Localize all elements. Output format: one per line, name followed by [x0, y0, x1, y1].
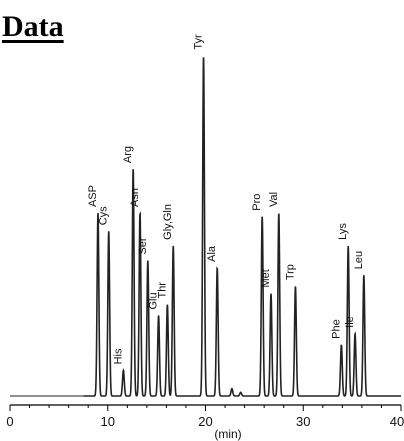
peak-label: ASP	[87, 185, 99, 207]
peak-label: Ser	[137, 237, 149, 254]
page-title: Data	[2, 10, 64, 43]
x-tick-label: 20	[198, 414, 212, 429]
peak-label: Asn	[129, 188, 141, 207]
trace-layer	[10, 57, 401, 397]
peak-label: Met	[260, 269, 272, 287]
peak-label: His	[112, 348, 124, 364]
peak-label: Phe	[330, 319, 342, 339]
chromatogram-trace	[83, 57, 401, 397]
peak-label: Lys	[337, 223, 349, 240]
peak-label: Trp	[284, 264, 296, 280]
peak-label: Arg	[122, 146, 134, 163]
peak-label: Gly,Gln	[162, 204, 174, 240]
peak-label: Val	[268, 192, 280, 207]
peak-label: Tyr	[193, 34, 205, 50]
peak-label: Ala	[206, 245, 218, 262]
peak-label: Leu	[353, 251, 365, 269]
peak-label: Cys	[98, 206, 110, 225]
x-axis: 0 10 20 30 40	[6, 404, 404, 429]
x-tick-label: 0	[6, 414, 13, 429]
x-tick-label: 40	[390, 414, 404, 429]
peak-label: Pro	[251, 194, 263, 211]
peak-label: Ile	[344, 316, 356, 328]
x-tick-label: 30	[296, 414, 310, 429]
x-tick-label: 10	[101, 414, 115, 429]
x-axis-unit-label: (min)	[214, 427, 241, 441]
peak-label: Glu	[148, 292, 160, 309]
peak-label: Thr	[156, 282, 168, 299]
